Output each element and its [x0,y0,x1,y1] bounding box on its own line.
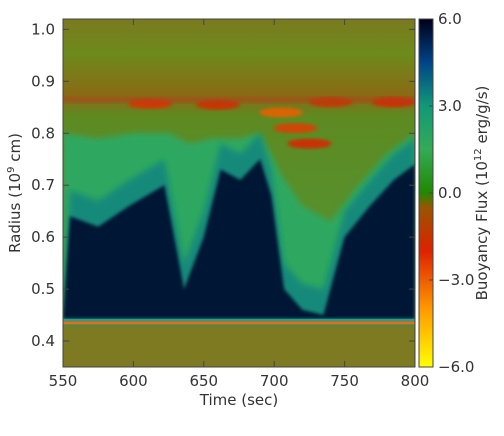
y-tick-label: 0.7 [31,176,55,194]
x-tick-label: 550 [49,372,78,390]
colorbar-tick-label: 6.0 [438,10,462,28]
heatmap-area [63,19,415,367]
colorbar-tick-label: 0.0 [438,184,462,202]
colorbar-tick-label: −3.0 [438,271,474,289]
y-tick-label: 1.0 [31,20,55,38]
y-tick-label: 0.9 [31,72,55,90]
strong-positive-plumes [63,159,415,319]
negative-flux-patch-4 [287,138,332,149]
stable-zone-lower [63,322,415,367]
x-tick-label: 600 [119,372,148,390]
y-axis-label: Radius (109 cm) [6,133,24,253]
colorbar-tick-label: 3.0 [438,97,462,115]
x-tick-label: 800 [401,372,430,390]
x-tick-label: 650 [189,372,218,390]
y-tick-label: 0.5 [31,280,55,298]
x-tick-label: 700 [260,372,289,390]
colorbar-tick-label: −6.0 [438,358,474,376]
x-axis-label: Time (sec) [199,391,278,409]
plot-frame [62,18,416,368]
negative-flux-patch-2 [259,107,304,118]
convective-base-line [63,321,415,325]
x-tick-label: 750 [330,372,359,390]
convective-base-halo [63,318,415,321]
negative-flux-patch-3 [273,123,318,134]
upper-boundary-band [63,96,415,103]
y-tick-label: 0.4 [31,332,55,350]
y-tick-label: 0.8 [31,124,55,142]
y-tick-label: 0.6 [31,228,55,246]
colorbar-label: Buoyancy Flux (1012 erg/g/s) [473,86,491,301]
